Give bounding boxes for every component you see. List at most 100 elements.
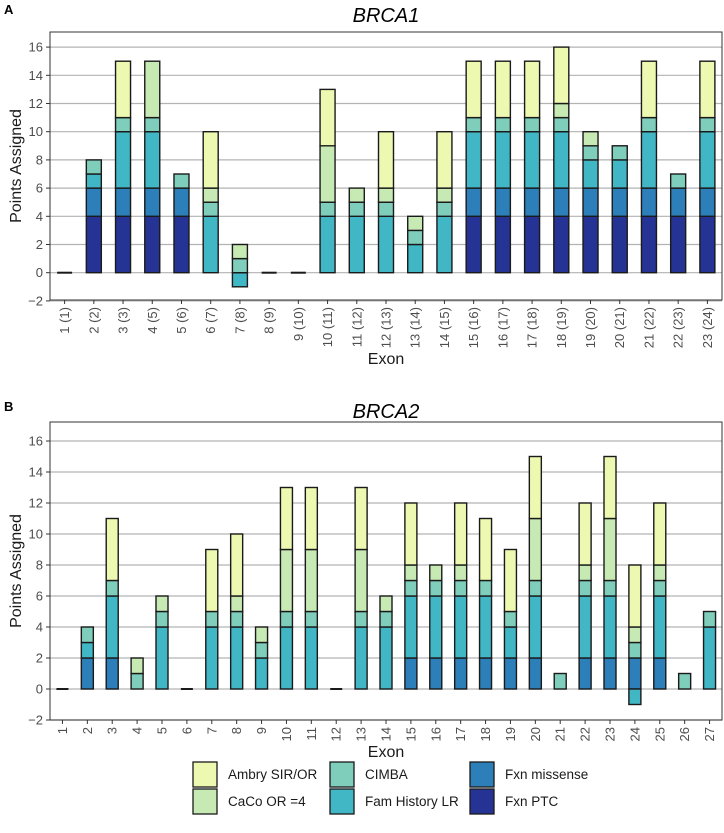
bar-segment-cimba (603, 579, 617, 597)
y-tick-label: 6 (36, 181, 43, 196)
bar-stack-exon-16 (429, 564, 443, 690)
bar-segment-fxn-missense (105, 657, 119, 690)
x-tick-label: 17 (18) (525, 307, 540, 348)
bar-segment-ambry-sir-or (523, 60, 541, 119)
bar-segment-cimba (304, 610, 319, 628)
bar-stack-exon-18 (553, 46, 570, 274)
x-tick-label: 5 (155, 727, 170, 734)
bar-segment-cimba (582, 145, 599, 161)
bar-segment-fam-history-lr (155, 626, 169, 690)
bar-segment-ambry-sir-or (503, 548, 518, 613)
legend-swatch (329, 761, 355, 788)
bar-stack-exon-20 (528, 455, 543, 690)
bar-segment-fam-history-lr (503, 626, 518, 659)
y-axis-label: Points Assigned (8, 514, 25, 628)
bar-segment-ambry-sir-or (653, 502, 667, 566)
bar-segment-ambry-sir-or (465, 60, 482, 119)
bar-stack-exon-17 (453, 502, 468, 690)
x-tick-label: 10 (11) (320, 307, 335, 347)
bar-segment-cimba (85, 159, 103, 175)
x-tick-label: 6 (179, 727, 194, 734)
x-tick-label: 7 (204, 727, 219, 734)
bar-segment-cimba (155, 610, 169, 628)
bar-segment-ambry-sir-or (578, 502, 592, 566)
bar-stack-exon-10 (319, 88, 336, 274)
y-tick-label: −2 (28, 293, 43, 308)
bar-segment-fam-history-lr (436, 215, 453, 274)
bar-segment-caco-or-4 (436, 187, 453, 203)
bar-segment-ambry-sir-or (304, 486, 319, 551)
bar-segment-fxn-ptc (582, 215, 599, 274)
y-tick-label: 14 (29, 465, 43, 480)
bar-stack-exon-2 (85, 159, 103, 274)
bar-segment-cimba (229, 610, 244, 628)
y-axis-label: Points Assigned (8, 109, 25, 223)
bar-segment-fam-history-lr (429, 595, 443, 659)
bar-segment-cimba (231, 257, 249, 274)
bar-segment-fxn-ptc (553, 215, 570, 274)
bar-segment-ambry-sir-or (494, 60, 512, 119)
bar-segment-caco-or-4 (429, 564, 443, 582)
bar-segment-fxn-ptc (611, 215, 628, 274)
bar-segment-fxn-missense (114, 187, 132, 218)
bar-segment-cimba (465, 116, 482, 133)
bar-stack-exon-8 (229, 533, 244, 690)
bar-segment-fxn-ptc (640, 215, 658, 274)
bar-segment-cimba (105, 579, 119, 597)
y-tick-label: 14 (29, 68, 43, 83)
bar-stack-exon-22 (669, 173, 687, 274)
x-tick-label: 13 (354, 727, 369, 741)
legend-swatch (469, 788, 495, 815)
bar-segment-cimba (379, 610, 393, 628)
bar-stack-exon-26 (677, 672, 692, 690)
bar-segment-fxn-ptc (114, 215, 132, 274)
bar-segment-ambry-sir-or (699, 60, 716, 119)
bar-stack-exon-10 (279, 486, 294, 690)
x-tick-label: 8 (229, 727, 244, 734)
x-tick-label: 2 (2) (86, 307, 101, 334)
bar-stack-exon-4 (144, 60, 161, 274)
x-tick-label: 24 (627, 727, 642, 741)
x-tick-label: 11 (12) (349, 307, 364, 347)
x-tick-label: 15 (16) (466, 307, 481, 348)
bar-stack-exon-13 (407, 215, 424, 274)
bar-segment-cimba (553, 672, 567, 690)
bar-segment-fxn-ptc (85, 215, 103, 274)
bar-segment-ambry-sir-or (478, 517, 493, 582)
bar-segment-fam-history-lr (653, 595, 667, 659)
bar-segment-fam-history-lr (144, 130, 161, 189)
x-tick-label: 26 (677, 727, 692, 741)
x-tick-label: 21 (553, 727, 568, 741)
bar-segment-fxn-missense (628, 657, 642, 690)
bar-segment-fam-history-lr (640, 130, 658, 189)
bar-segment-caco-or-4 (379, 595, 393, 613)
y-tick-label: −2 (28, 713, 43, 728)
panel-label-a: A (4, 2, 14, 17)
bar-stack-exon-7 (205, 548, 219, 690)
bar-segment-fam-history-lr (494, 130, 512, 189)
legend-label: CaCo OR =4 (228, 794, 306, 809)
bar-segment-fxn-missense (582, 187, 599, 218)
y-tick-label: 16 (29, 40, 43, 55)
bar-segment-cimba (429, 579, 443, 597)
bar-segment-fam-history-lr (553, 130, 570, 189)
bar-segment-ambry-sir-or (354, 486, 368, 551)
y-tick-label: 10 (29, 124, 43, 139)
bar-stack-exon-5 (173, 173, 190, 274)
bar-segment-cimba (553, 116, 570, 133)
legend-label: CIMBA (365, 767, 408, 782)
bar-segment-fam-history-lr (229, 626, 244, 690)
bar-segment-caco-or-4 (319, 145, 336, 203)
bar-segment-cimba (407, 229, 424, 246)
x-tick-label: 13 (14) (408, 307, 423, 348)
bar-segment-fam-history-lr (202, 215, 219, 274)
bar-segment-fxn-ptc (494, 215, 512, 274)
y-tick-label: 4 (36, 209, 43, 224)
y-tick-label: 0 (36, 265, 43, 280)
bar-segment-caco-or-4 (404, 564, 418, 582)
bar-segment-fam-history-lr (377, 215, 395, 274)
bar-segment-fam-history-lr (205, 626, 219, 690)
bar-segment-ambry-sir-or (114, 60, 132, 119)
bar-segment-caco-or-4 (653, 564, 667, 582)
bar-segment-ambry-sir-or (453, 502, 468, 566)
